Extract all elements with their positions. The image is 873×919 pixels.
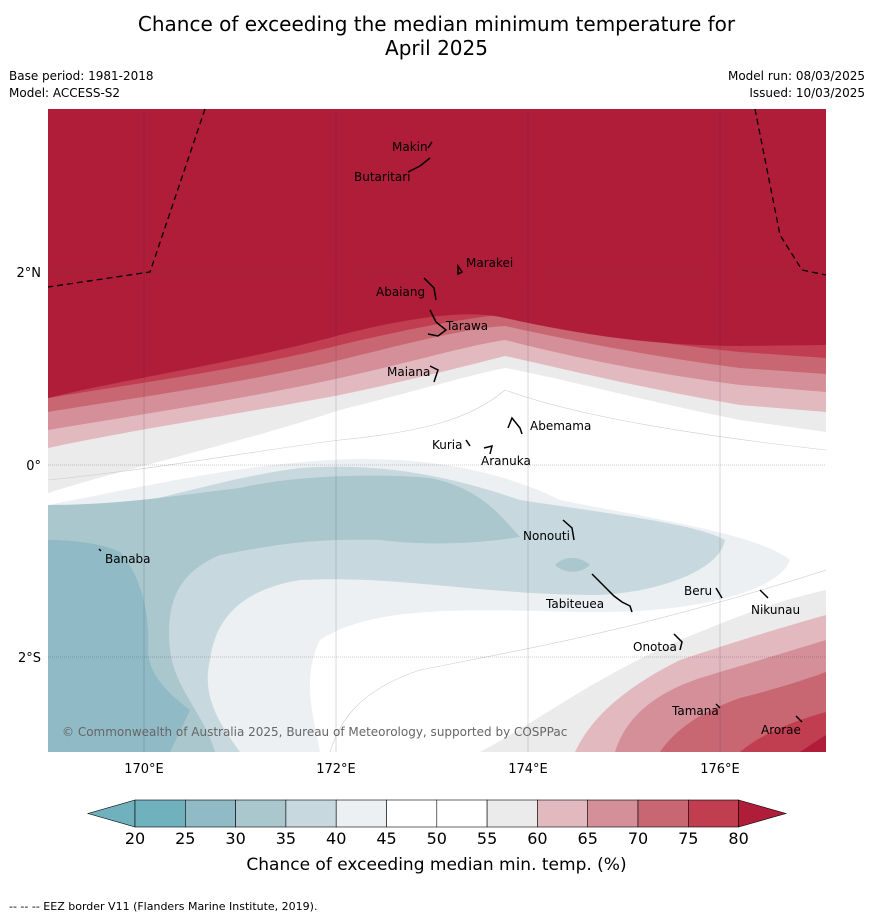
colorbar-tick-label: 55 (477, 829, 497, 848)
label-abaiang: Abaiang (376, 285, 425, 299)
label-abemama: Abemama (530, 419, 591, 433)
contour-fill (48, 109, 826, 752)
label-beru: Beru (684, 584, 712, 598)
label-onotoa: Onotoa (633, 640, 677, 654)
label-arorae: Arorae (761, 723, 801, 737)
colorbar-segment (587, 799, 639, 828)
graticule (143, 109, 721, 752)
label-aranuka: Aranuka (481, 454, 531, 468)
colorbar-tick-label: 60 (527, 829, 547, 848)
colorbar-segment (335, 799, 387, 828)
map-title: Chance of exceeding the median minimum t… (0, 12, 873, 60)
colorbar-tick-label: 70 (628, 829, 648, 848)
colorbar-tick-label: 75 (678, 829, 698, 848)
label-butaritari: Butaritari (354, 170, 411, 184)
colorbar-tick-label: 20 (125, 829, 145, 848)
meta-left: Base period: 1981-2018 Model: ACCESS-S2 (9, 68, 154, 102)
issued-date: Issued: 10/03/2025 (749, 86, 865, 100)
eez-border (47, 108, 827, 288)
colorbar-arrow-low (86, 799, 136, 828)
eez-footnote: -- -- -- EEZ border V11 (Flanders Marine… (9, 900, 318, 913)
island-coastlines (98, 141, 803, 723)
lon-label-170e: 170°E (124, 762, 164, 777)
colorbar-tick-label: 80 (728, 829, 748, 848)
graticule-lat (48, 271, 826, 658)
title-line-1: Chance of exceeding the median minimum t… (137, 12, 736, 36)
meta-right: Model run: 08/03/2025 Issued: 10/03/2025 (728, 68, 865, 102)
lat-label-2s: 2°S (18, 651, 41, 666)
colorbar-tick-label: 35 (276, 829, 296, 848)
colorbar-tick-label: 45 (376, 829, 396, 848)
colorbar-segment (285, 799, 337, 828)
colorbar: 20 25 30 35 40 45 50 55 60 65 70 75 80 (86, 799, 788, 848)
colorbar-segment (486, 799, 538, 828)
colorbar-segment (386, 799, 438, 828)
colorbar-segment (436, 799, 488, 828)
label-nonouti: Nonouti (523, 529, 570, 543)
colorbar-tick-label: 50 (427, 829, 447, 848)
colorbar-tick-label: 30 (225, 829, 245, 848)
lon-label-176e: 176°E (700, 762, 740, 777)
model-name: Model: ACCESS-S2 (9, 86, 121, 100)
model-run: Model run: 08/03/2025 (727, 69, 865, 83)
label-tabiteuea: Tabiteuea (545, 597, 604, 611)
colorbar-segment (687, 799, 739, 828)
colorbar-segment (235, 799, 287, 828)
island-labels: Makin Butaritari Marakei Abaiang Tarawa … (105, 140, 801, 737)
colorbar-segment (134, 799, 186, 828)
colorbar-tick-label: 25 (175, 829, 195, 848)
label-nikunau: Nikunau (751, 603, 800, 617)
label-tamana: Tamana (671, 704, 719, 718)
label-banaba: Banaba (105, 552, 151, 566)
colorbar-segment (185, 799, 236, 828)
label-makin: Makin (392, 140, 428, 154)
label-marakei: Marakei (466, 256, 513, 270)
colorbar-segment (537, 799, 589, 828)
colorbar-segment (637, 799, 689, 828)
lon-label-172e: 172°E (316, 762, 356, 777)
label-kuria: Kuria (432, 438, 463, 452)
colorbar-arrow-high (738, 799, 788, 828)
colorbar-tick-label: 40 (326, 829, 346, 848)
label-maiana: Maiana (387, 365, 430, 379)
colorbar-tick-label: 65 (578, 829, 598, 848)
lat-label-0: 0° (26, 459, 41, 474)
lon-label-174e: 174°E (508, 762, 548, 777)
label-tarawa: Tarawa (445, 319, 488, 333)
axis-labels: 2°N 0° 2°S 170°E 172°E 174°E 176°E (17, 266, 740, 777)
copyright-notice: © Commonwealth of Australia 2025, Bureau… (62, 725, 567, 739)
title-line-2: April 2025 (385, 36, 488, 60)
colorbar-label: Chance of exceeding median min. temp. (%… (246, 855, 627, 875)
lat-label-2n: 2°N (17, 266, 42, 281)
base-period: Base period: 1981-2018 (9, 69, 154, 83)
